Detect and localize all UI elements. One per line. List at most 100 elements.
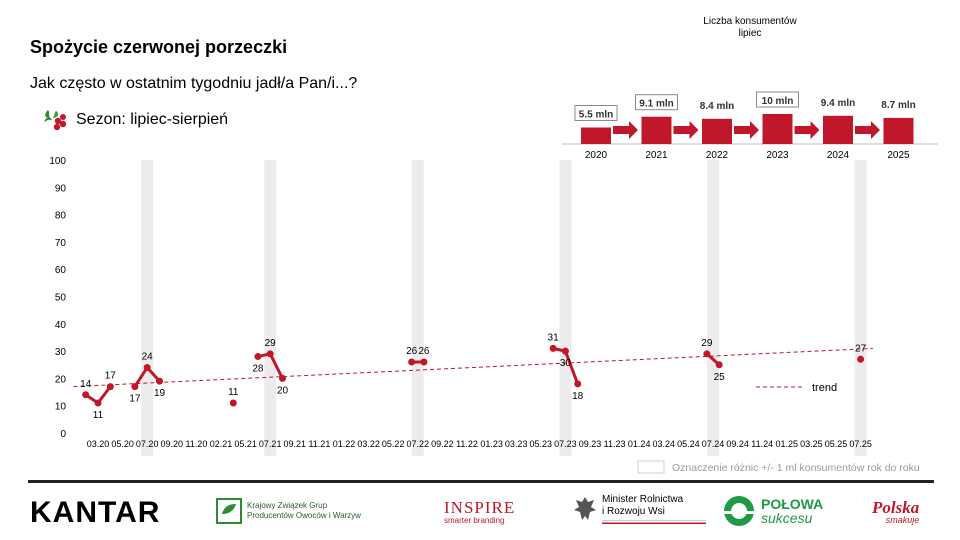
x-tick-label: 09.21 xyxy=(284,439,307,449)
y-tick-label: 10 xyxy=(55,402,67,413)
data-label: 29 xyxy=(701,338,713,349)
kzgp-icon xyxy=(216,498,242,524)
data-point xyxy=(549,344,557,352)
change-box xyxy=(574,105,618,121)
eagle-icon xyxy=(574,497,596,520)
data-point xyxy=(703,350,711,358)
x-tick-label: 11.24 xyxy=(751,439,773,449)
x-tick-label: 03.20 xyxy=(87,439,110,449)
season-shade xyxy=(707,160,719,456)
season-shade xyxy=(141,160,154,456)
data-point xyxy=(143,363,151,371)
inspire-logo: INSPIRE smarter branding xyxy=(444,498,515,525)
x-tick-label: 05.20 xyxy=(111,439,134,449)
x-tick-label: 09.22 xyxy=(431,439,454,449)
x-tick-label: 07.22 xyxy=(407,439,430,449)
consumer-bar xyxy=(762,114,793,144)
data-label: 25 xyxy=(714,372,726,383)
season-shade xyxy=(559,160,572,456)
data-point xyxy=(94,399,102,407)
kantar-logo-text: KANTAR xyxy=(30,496,161,529)
x-tick-label: 01.24 xyxy=(628,439,651,449)
consumer-value-label: 8.7 mln xyxy=(881,100,915,111)
data-label: 18 xyxy=(572,391,584,402)
trend-line xyxy=(73,347,873,388)
kzgp-logo: Krajowy Związek Grup Producentów Owoców … xyxy=(216,498,361,524)
y-tick-label: 0 xyxy=(60,429,66,440)
x-tick-label: 03.24 xyxy=(653,439,676,449)
data-point xyxy=(156,377,163,385)
consumer-year-label: 2024 xyxy=(827,150,850,161)
growth-arrow-icon xyxy=(613,121,638,139)
data-label: 11 xyxy=(228,387,239,398)
consumer-value-label: 8.4 mln xyxy=(700,101,734,112)
data-label: 20 xyxy=(277,385,289,396)
x-tick-label: 05.24 xyxy=(677,439,700,449)
box-note-label: Oznaczenie różnic +/- 1 ml konsumentów r… xyxy=(672,462,920,474)
data-point xyxy=(131,383,139,391)
kzgp-line1: Krajowy Związek Grup xyxy=(247,501,328,510)
x-tick-label: 03.22 xyxy=(357,439,380,449)
season-shade xyxy=(264,160,277,456)
data-point xyxy=(229,399,237,407)
data-label: 26 xyxy=(418,346,430,357)
x-tick-label: 01.25 xyxy=(776,439,799,449)
data-label: 19 xyxy=(154,388,166,399)
ministry-line2: i Rozwoju Wsi xyxy=(602,506,665,517)
polska-smakuje-logo: Polska smakuje xyxy=(872,498,919,525)
season-shade xyxy=(411,160,424,456)
currant-icon xyxy=(44,110,67,131)
ministry-logo: Minister Rolnictwa i Rozwoju Wsi xyxy=(572,494,706,524)
polowa-line2: sukcesu xyxy=(761,510,813,526)
x-tick-label: 05.23 xyxy=(530,439,553,449)
data-point xyxy=(574,380,582,388)
growth-arrow-icon xyxy=(673,121,699,139)
x-tick-label: 02.21 xyxy=(210,439,233,449)
x-tick-label: 07.20 xyxy=(136,439,159,449)
x-tick-label: 03.25 xyxy=(800,439,823,449)
growth-arrow-icon xyxy=(794,121,820,139)
data-label: 27 xyxy=(855,343,867,354)
question-text: Jak często w ostatnim tygodniu jadł/a Pa… xyxy=(30,75,358,92)
y-tick-label: 30 xyxy=(55,347,67,358)
x-tick-label: 01.23 xyxy=(480,439,503,449)
consumer-year-label: 2022 xyxy=(706,150,729,161)
x-tick-label: 07.23 xyxy=(554,439,577,449)
x-tick-label: 11.22 xyxy=(456,439,478,449)
x-tick-label: 01.22 xyxy=(333,439,356,449)
consumer-bar xyxy=(823,115,853,144)
data-point xyxy=(408,358,416,366)
data-point xyxy=(420,358,428,366)
polowa-icon xyxy=(724,496,754,526)
data-label: 29 xyxy=(265,338,277,349)
data-label: 17 xyxy=(129,394,141,405)
ministry-line1: Minister Rolnictwa xyxy=(602,494,684,505)
data-label: 24 xyxy=(142,351,154,362)
x-tick-label: 09.23 xyxy=(579,439,602,449)
y-tick-label: 60 xyxy=(55,265,67,276)
season-shade xyxy=(854,160,867,456)
x-tick-label: 09.20 xyxy=(161,439,184,449)
data-point xyxy=(106,383,114,391)
inspire-line1: INSPIRE xyxy=(444,498,516,517)
kzgp-line2: Producentów Owoców i Warzyw xyxy=(247,511,361,520)
y-tick-label: 20 xyxy=(55,374,67,385)
x-tick-label: 05.21 xyxy=(234,439,257,449)
box-note-swatch xyxy=(637,460,665,474)
data-label: 11 xyxy=(93,410,104,421)
trend-legend-label: trend xyxy=(812,382,837,394)
consumer-value-label: 5.5 mln xyxy=(579,110,613,121)
growth-arrow-icon xyxy=(734,121,759,139)
page-title: Spożycie czerwonej porzeczki xyxy=(30,37,288,57)
x-tick-label: 09.24 xyxy=(726,439,749,449)
consumers-title: Liczba konsumentów lipiec xyxy=(680,16,820,40)
data-label: 26 xyxy=(406,346,418,357)
consumer-year-label: 2021 xyxy=(645,150,668,161)
polowa-line1: POŁOWA xyxy=(761,496,824,512)
data-point xyxy=(266,350,274,358)
consumers-bar-chart: 5.5 mln 2020 9.1 mln 2021 8.4 mln 2022 10 mln 2… xyxy=(562,91,938,161)
season-label: Sezon: lipiec-sierpień xyxy=(76,111,229,128)
consumer-value-label: 9.1 mln xyxy=(639,99,673,110)
polowa-sukcesu-logo: POŁOWA sukcesu xyxy=(722,494,823,528)
